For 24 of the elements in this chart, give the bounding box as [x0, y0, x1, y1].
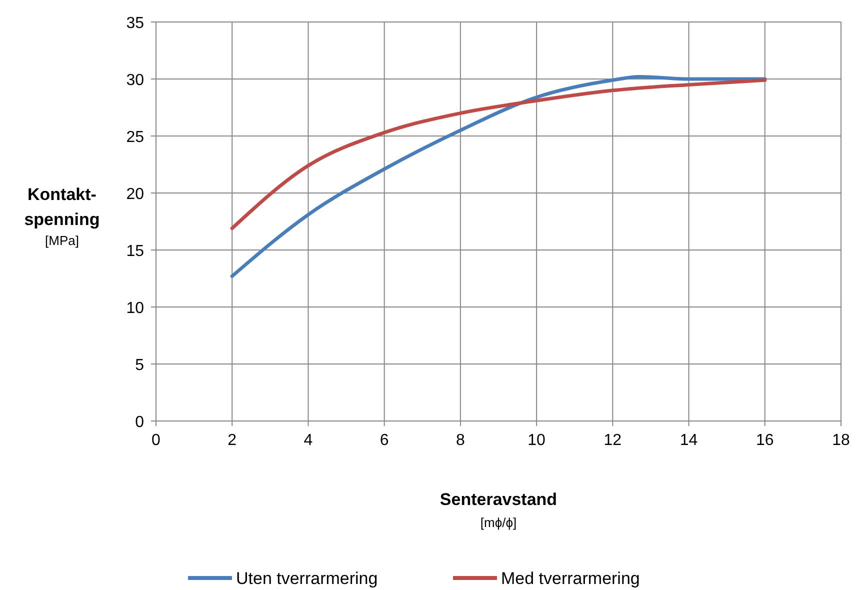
x-tick-label: 0	[152, 432, 161, 449]
x-tick-label: 6	[380, 432, 389, 449]
y-tick-label: 25	[126, 129, 144, 146]
x-tick-label: 2	[228, 432, 237, 449]
legend-label: Uten tverrarmering	[236, 569, 378, 588]
y-tick-label: 15	[126, 243, 144, 260]
legend-label: Med tverrarmering	[501, 569, 640, 588]
y-axis-title: Kontakt- spenning [MPa]	[24, 185, 100, 248]
y-tick-label: 5	[135, 357, 144, 374]
x-tick-label: 18	[832, 432, 850, 449]
y-tick-label: 20	[126, 186, 144, 203]
x-tick-label: 16	[756, 432, 774, 449]
y-tick-label: 10	[126, 300, 144, 317]
x-tick-label: 8	[456, 432, 465, 449]
y-tick-label: 35	[126, 15, 144, 32]
x-tick-label: 14	[680, 432, 698, 449]
x-tick-label: 4	[304, 432, 313, 449]
x-tick-label: 10	[528, 432, 546, 449]
x-axis-title: Senteravstand [mϕ/ϕ]	[440, 490, 558, 530]
line-series	[230, 78, 767, 230]
line-series	[230, 74, 767, 278]
y-tick-label: 0	[135, 414, 144, 431]
x-tick-label: 12	[604, 432, 622, 449]
y-tick-label: 30	[126, 72, 144, 89]
